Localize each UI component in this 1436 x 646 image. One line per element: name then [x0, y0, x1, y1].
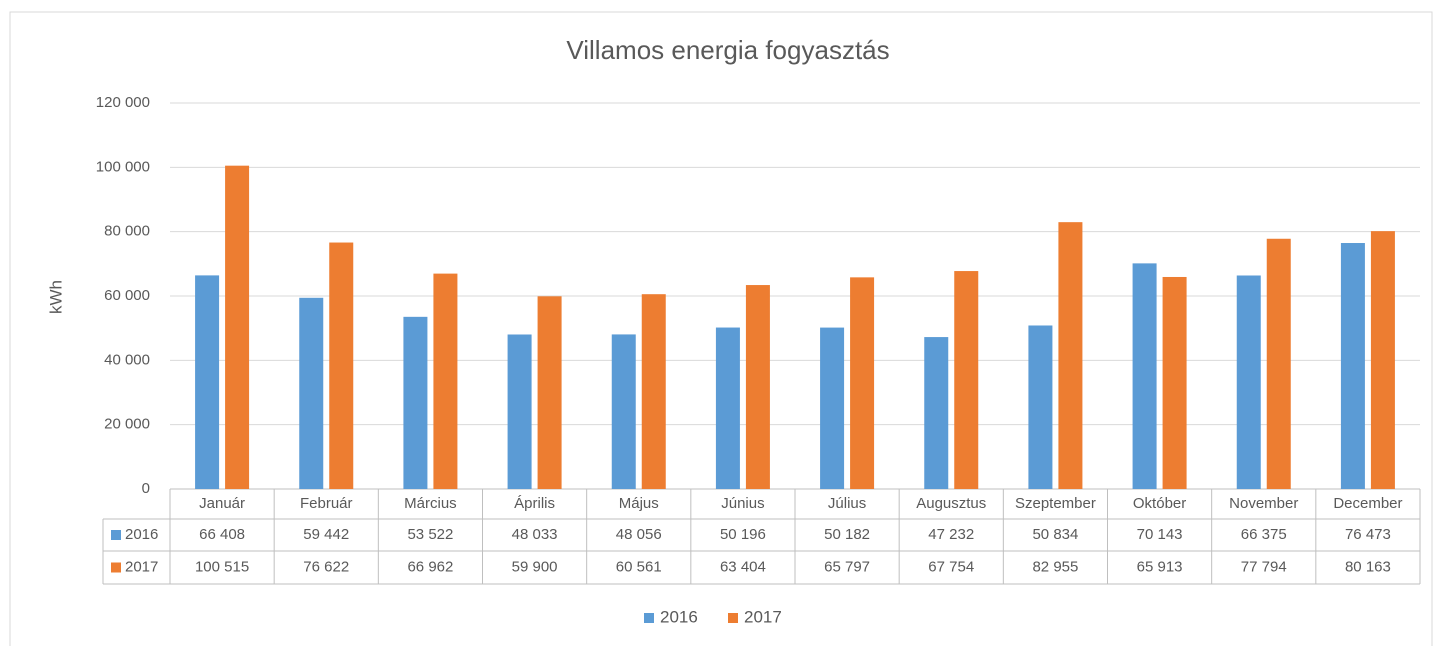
table-value: 59 900	[512, 558, 558, 575]
chart-title: Villamos energia fogyasztás	[566, 35, 889, 65]
table-value: 80 163	[1345, 558, 1391, 575]
bar	[195, 275, 220, 489]
table-value: 53 522	[407, 526, 453, 543]
x-tick-label: December	[1333, 495, 1402, 512]
table-series-name: 2017	[125, 558, 158, 575]
y-tick-label: 60 000	[104, 287, 150, 304]
y-axis-title: kWh	[46, 280, 65, 314]
x-tick-label: Január	[199, 495, 245, 512]
bar	[1236, 275, 1261, 489]
x-tick-label: Szeptember	[1015, 495, 1096, 512]
table-value: 63 404	[720, 558, 766, 575]
bar	[1058, 222, 1083, 489]
chart-frame	[9, 11, 1433, 646]
table-value: 48 033	[512, 526, 558, 543]
table-value: 66 962	[407, 558, 453, 575]
table-value: 67 754	[928, 558, 974, 575]
x-tick-label: Augusztus	[916, 495, 986, 512]
legend-label: 2017	[744, 607, 782, 626]
table-value: 50 182	[824, 526, 870, 543]
bar	[1028, 325, 1053, 489]
legend-key	[644, 613, 654, 623]
table-value: 65 797	[824, 558, 870, 575]
table-value: 66 408	[199, 526, 245, 543]
y-tick-label: 40 000	[104, 351, 150, 368]
bar	[225, 165, 250, 489]
table-value: 65 913	[1137, 558, 1183, 575]
bar	[299, 297, 324, 489]
y-tick-label: 120 000	[96, 94, 150, 111]
bar	[1340, 243, 1365, 489]
x-tick-label: Július	[828, 495, 866, 512]
bar	[820, 327, 845, 489]
table-value: 66 375	[1241, 526, 1287, 543]
y-tick-label: 20 000	[104, 416, 150, 433]
x-tick-label: Október	[1133, 495, 1186, 512]
bar	[745, 285, 770, 489]
bar	[641, 294, 666, 489]
table-value: 47 232	[928, 526, 974, 543]
table-series-name: 2016	[125, 526, 158, 543]
table-value: 82 955	[1032, 558, 1078, 575]
table-value: 59 442	[303, 526, 349, 543]
x-tick-label: Május	[619, 495, 659, 512]
table-value: 48 056	[616, 526, 662, 543]
x-tick-label: Március	[404, 495, 457, 512]
bar	[954, 271, 979, 489]
bar	[715, 327, 740, 489]
table-value: 77 794	[1241, 558, 1287, 575]
bar	[433, 273, 458, 489]
bar	[329, 242, 354, 489]
x-tick-label: November	[1229, 495, 1298, 512]
x-tick-label: Június	[721, 495, 764, 512]
x-tick-label: Február	[300, 495, 353, 512]
table-value: 70 143	[1137, 526, 1183, 543]
bar	[611, 334, 636, 489]
bar	[1162, 276, 1187, 489]
bar	[850, 277, 875, 489]
table-value: 76 622	[303, 558, 349, 575]
bar	[1132, 263, 1157, 489]
table-value: 76 473	[1345, 526, 1391, 543]
bar	[507, 334, 532, 489]
table-value: 60 561	[616, 558, 662, 575]
legend-key	[728, 613, 738, 623]
legend-label: 2016	[660, 607, 698, 626]
bar	[924, 337, 949, 489]
y-tick-label: 80 000	[104, 223, 150, 240]
table-value: 50 196	[720, 526, 766, 543]
table-value: 50 834	[1032, 526, 1078, 543]
table-value: 100 515	[195, 558, 249, 575]
table-legend-key	[111, 530, 121, 540]
bar	[403, 316, 428, 489]
table-legend-key	[111, 562, 121, 573]
bar	[537, 296, 562, 489]
bar	[1266, 238, 1291, 489]
x-tick-label: Április	[514, 495, 555, 512]
bar	[1370, 231, 1395, 490]
y-tick-label: 0	[142, 480, 150, 497]
y-tick-label: 100 000	[96, 158, 150, 175]
